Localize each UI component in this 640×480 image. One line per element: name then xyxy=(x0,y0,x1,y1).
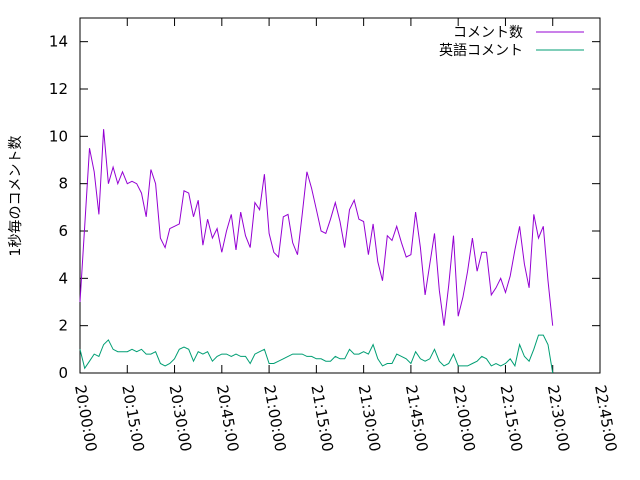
y-axis: 0 2 4 6 8 10 12 14 xyxy=(49,33,600,382)
y-axis-label: 1秒毎のコメント数 xyxy=(8,136,24,257)
x-tick-label: 22:30:00 xyxy=(544,384,573,453)
y-tick-label: 6 xyxy=(58,222,68,240)
y-tick-label: 0 xyxy=(58,364,68,382)
x-tick-label: 20:30:00 xyxy=(166,384,195,453)
y-tick-label: 2 xyxy=(58,317,68,335)
series-line-2 xyxy=(79,334,554,374)
y-tick-label: 8 xyxy=(58,175,68,193)
x-tick-label: 22:15:00 xyxy=(497,384,526,453)
x-tick-label: 21:45:00 xyxy=(402,384,431,453)
series-line-1 xyxy=(79,129,554,326)
legend-label-1: コメント数 xyxy=(453,25,523,41)
x-tick-label: 21:30:00 xyxy=(355,384,384,453)
plot-frame xyxy=(79,17,601,374)
x-tick-label: 20:45:00 xyxy=(213,384,242,453)
x-tick-label: 20:00:00 xyxy=(71,384,100,453)
series-layer xyxy=(79,129,554,374)
x-tick-label: 21:15:00 xyxy=(307,384,336,453)
y-tick-label: 10 xyxy=(49,127,68,145)
y-tick-label: 4 xyxy=(58,269,68,287)
x-tick-label: 20:15:00 xyxy=(118,384,147,453)
legend-label-2: 英語コメント xyxy=(439,42,523,59)
y-tick-label: 14 xyxy=(49,33,68,51)
x-tick-label: 22:45:00 xyxy=(591,384,620,453)
x-tick-label: 21:00:00 xyxy=(260,384,289,453)
y-tick-label: 12 xyxy=(49,80,68,98)
x-tick-label: 22:00:00 xyxy=(449,384,478,453)
